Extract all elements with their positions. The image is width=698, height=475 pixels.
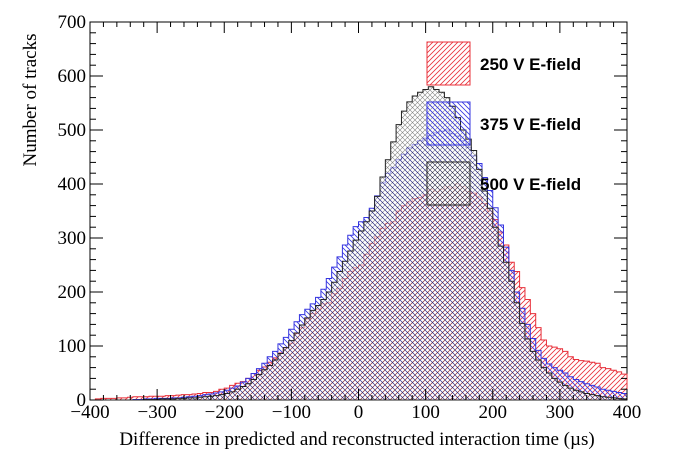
x-tick-label: 0 — [354, 402, 364, 423]
y-tick-label: 100 — [58, 336, 87, 357]
y-tick-labels: 0 100 200 300 400 500 600 700 — [58, 12, 87, 411]
legend-swatch-3 — [426, 161, 471, 206]
legend: 250 V E-field 375 V E-field 500 V E-field — [426, 41, 581, 206]
x-tick-label: 100 — [411, 402, 440, 423]
series-layer — [90, 86, 628, 401]
x-tick-labels: −400 −300 −200 −100 0 100 200 300 400 — [70, 402, 641, 423]
legend-swatch-1 — [426, 41, 471, 86]
y-tick-label: 200 — [58, 282, 87, 303]
legend-label-2: 375 V E-field — [480, 115, 581, 134]
x-tick-label: 300 — [546, 402, 575, 423]
legend-swatch-2 — [426, 101, 471, 146]
y-axis-title: Number of tracks — [20, 34, 41, 167]
x-axis-title: Difference in predicted and reconstructe… — [119, 429, 594, 450]
x-tick-label: 400 — [613, 402, 642, 423]
histogram-series-3 — [90, 86, 628, 401]
x-tick-label: −300 — [138, 402, 177, 423]
legend-label-3: 500 V E-field — [480, 175, 581, 194]
y-tick-label: 600 — [58, 66, 87, 87]
y-tick-label: 300 — [58, 228, 87, 249]
x-tick-label: −200 — [205, 402, 244, 423]
x-tick-label: −400 — [70, 402, 109, 423]
x-tick-label: 200 — [479, 402, 508, 423]
y-tick-label: 400 — [58, 174, 87, 195]
x-tick-label: −100 — [272, 402, 311, 423]
tick-layer — [89, 21, 628, 401]
y-tick-label: 500 — [58, 120, 87, 141]
legend-label-1: 250 V E-field — [480, 55, 581, 74]
y-tick-label: 0 — [77, 390, 87, 411]
y-tick-label: 700 — [58, 12, 87, 33]
